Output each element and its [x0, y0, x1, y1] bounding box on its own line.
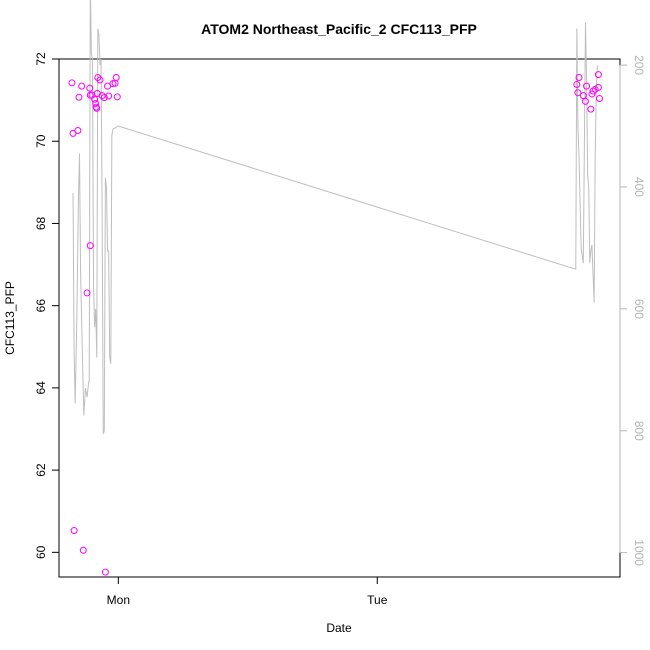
data-point — [91, 95, 99, 103]
data-point — [112, 74, 120, 81]
data-point — [113, 93, 121, 101]
data-point — [105, 92, 113, 100]
right-tick-label: 600 — [632, 299, 646, 319]
data-point — [92, 99, 100, 107]
data-point — [68, 79, 76, 87]
left-axis: 60 62 64 66 68 70 72 — [34, 52, 60, 559]
x-tick-label: Mon — [107, 593, 130, 607]
data-point — [587, 105, 595, 113]
data-point — [86, 242, 94, 250]
data-point — [79, 546, 87, 554]
data-point — [583, 82, 591, 90]
data-point — [74, 127, 82, 135]
data-point — [595, 94, 603, 102]
secondary-series-line — [72, 0, 598, 434]
x-axis-label: Date — [326, 621, 352, 635]
data-point — [93, 104, 101, 112]
y-tick-label: 64 — [34, 381, 48, 395]
data-point — [96, 76, 104, 84]
data-point — [579, 92, 587, 100]
data-point — [75, 93, 83, 101]
right-tick-label: 800 — [632, 421, 646, 441]
series-line-0 — [72, 0, 598, 434]
data-point — [100, 94, 108, 102]
plot-area — [58, 58, 621, 578]
right-tick-label: 200 — [632, 55, 646, 75]
right-tick-label: 1000 — [632, 539, 646, 566]
data-point — [78, 82, 86, 90]
data-point — [86, 84, 94, 92]
y-tick-label: 70 — [34, 134, 48, 148]
data-point — [575, 74, 583, 81]
data-point — [594, 83, 602, 91]
y-tick-label: 60 — [34, 545, 48, 559]
data-point — [589, 87, 597, 95]
right-axis: 200 400 600 800 1000 — [619, 55, 646, 566]
data-point — [594, 71, 602, 79]
right-tick-label: 400 — [632, 177, 646, 197]
data-points — [68, 71, 603, 576]
bottom-axis: Mon Tue — [107, 576, 388, 607]
data-point — [70, 527, 78, 535]
chart-title: ATOM2 Northeast_Pacific_2 CFC113_PFP — [201, 21, 477, 37]
data-point — [573, 80, 581, 88]
y-tick-label: 68 — [34, 216, 48, 230]
data-point — [581, 97, 589, 105]
y-tick-label: 72 — [34, 52, 48, 66]
data-point — [83, 289, 91, 297]
data-point — [574, 89, 582, 97]
data-point — [101, 568, 109, 576]
y-axis-label: CFC113_PFP — [3, 281, 17, 355]
x-tick-label: Tue — [367, 593, 388, 607]
y-tick-label: 66 — [34, 299, 48, 313]
y-tick-label: 62 — [34, 463, 48, 477]
